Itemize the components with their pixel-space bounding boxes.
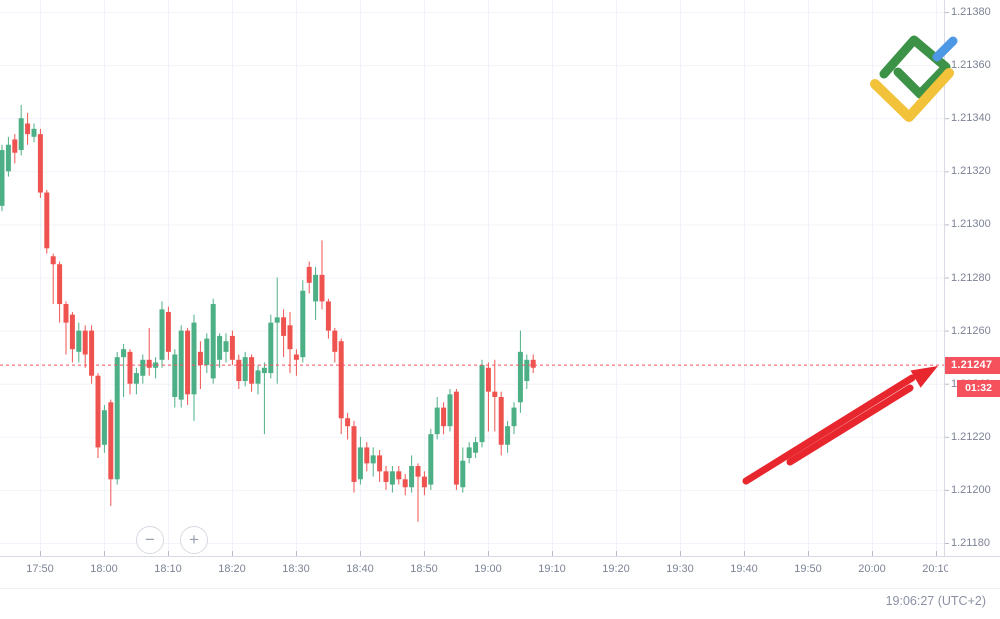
time-axis-label: 19:20 — [602, 563, 630, 575]
time-axis-label: 19:40 — [730, 563, 758, 575]
bar-countdown-label: 01:32 — [957, 380, 1000, 397]
time-axis-label: 20:10 — [922, 563, 948, 575]
time-axis-label: 19:30 — [666, 563, 694, 575]
time-axis-label: 17:50 — [26, 563, 54, 575]
time-axis-label: 18:30 — [282, 563, 310, 575]
litefinance-logo-icon — [870, 35, 958, 122]
time-axis-label: 18:50 — [410, 563, 438, 575]
logo-blue-stroke — [932, 36, 958, 62]
price-axis-label: 1.21340 — [951, 112, 991, 125]
time-axis-label: 18:20 — [218, 563, 246, 575]
price-axis-label: 1.21320 — [951, 165, 991, 178]
logo-green-square — [879, 35, 951, 99]
price-axis-label: 1.21300 — [951, 218, 991, 231]
price-axis-label: 1.21220 — [951, 430, 991, 443]
time-axis[interactable]: 17:50 18:00 18:10 18:20 18:30 18:40 18:50 19:00… — [0, 557, 948, 583]
price-axis-label: 1.21260 — [951, 324, 991, 337]
time-axis-label: 18:00 — [90, 563, 118, 575]
current-price-label: 1.21247 — [945, 357, 1000, 374]
price-axis-label: 1.21200 — [951, 483, 991, 496]
time-axis-label: 18:40 — [346, 563, 374, 575]
logo-yellow-check — [870, 68, 954, 122]
price-axis-label: 1.21180 — [951, 537, 990, 549]
zoom-out-button[interactable]: − — [136, 526, 164, 554]
price-axis-label: 1.21360 — [951, 59, 991, 72]
time-axis-label: 19:00 — [474, 563, 502, 575]
zoom-in-button[interactable]: + — [180, 526, 208, 554]
price-axis-label: 1.21380 — [951, 6, 991, 18]
price-axis-label: 1.21280 — [951, 271, 991, 284]
time-axis-label: 19:10 — [538, 563, 566, 575]
time-axis-label: 20:00 — [858, 563, 886, 575]
time-axis-label: 18:10 — [154, 563, 182, 575]
server-clock: 19:06:27 (UTC+2) — [885, 594, 986, 608]
time-axis-label: 19:50 — [794, 563, 822, 575]
